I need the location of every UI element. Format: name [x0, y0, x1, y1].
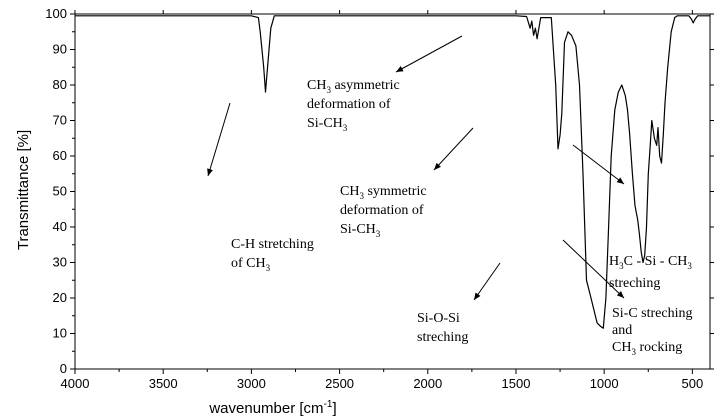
annotation-arrowhead: [474, 292, 481, 300]
y-tick-label: 100: [45, 6, 67, 21]
x-tick-label: 500: [682, 376, 704, 391]
annotation-arrow-line: [395, 35, 463, 73]
x-tick-label: 3000: [237, 376, 266, 391]
annotation-text: Si-C streching: [612, 306, 693, 321]
annotation-text: of CH: [231, 256, 266, 271]
annotation-subscript: 3: [343, 123, 348, 133]
annotation: H3​C - Si - CH3​ streching: [609, 254, 692, 291]
y-tick-label: 10: [53, 326, 67, 341]
annotation-line: deformation of: [307, 97, 391, 112]
annotation-text: streching: [417, 330, 468, 345]
annotation-arrow-line: [572, 144, 625, 185]
annotation-text: CH: [307, 78, 326, 93]
y-tick-label: 40: [53, 219, 67, 234]
annotation-arrow-line: [473, 262, 501, 301]
annotation-line: of CH3​: [231, 256, 271, 273]
x-tick-label: 1000: [590, 376, 619, 391]
annotation-text: symmetric: [364, 184, 427, 199]
x-tick-label: 2000: [413, 376, 442, 391]
annotation: C-H stretching of CH3​: [231, 237, 314, 273]
annotation-text: Si-CH: [340, 222, 376, 237]
y-tick-label: 70: [53, 113, 67, 128]
ticks: 4000 3500 3000 2500 2000 1500 1000 500 0 10 20 30 40…: [45, 6, 714, 391]
annotation-arrows: [207, 35, 625, 301]
annotation-line: Si-CH3​: [340, 222, 381, 239]
annotation-line: streching: [609, 276, 660, 291]
annotation-line: Si-CH3​: [307, 116, 348, 133]
annotation-subscript: 3: [687, 261, 692, 271]
y-tick-label: 80: [53, 77, 67, 92]
x-tick-label: 2500: [325, 376, 354, 391]
annotation-arrow-line: [562, 239, 625, 299]
y-tick-label: 50: [53, 184, 67, 199]
annotation-text: C - Si - CH: [624, 254, 688, 269]
annotation-text: Si-CH: [307, 116, 343, 131]
annotation-arrowhead: [396, 66, 404, 72]
annotation: CH3​ symmetric deformation of Si-CH3​: [340, 184, 427, 239]
annotation-line: Si-C streching: [612, 306, 693, 321]
annotation-arrow-line: [207, 102, 231, 177]
annotation-subscript: 3: [266, 263, 271, 273]
y-tick-label: 60: [53, 148, 67, 163]
annotations: C-H stretching of CH3​ CH3​ asymmetric defo…: [231, 78, 693, 357]
x-axis-title-end: ]: [332, 400, 336, 417]
annotation-line: CH3​ rocking: [612, 340, 682, 357]
annotation-text: H: [609, 254, 619, 269]
x-tick-label: 3500: [149, 376, 178, 391]
annotation-arrowhead: [616, 291, 624, 298]
y-tick-label: 20: [53, 290, 67, 305]
annotation-subscript: 3: [619, 261, 624, 271]
x-axis-title-sup: -1: [324, 399, 333, 410]
annotation-text: CH: [612, 340, 631, 355]
annotation-arrow-line: [433, 127, 474, 171]
y-tick-label: 30: [53, 255, 67, 270]
x-axis-title: wavenumber [cm-1]: [208, 399, 336, 417]
annotation: Si-C streching and CH3​ rocking: [612, 306, 693, 357]
annotation-text: and: [612, 323, 632, 338]
annotation-text: rocking: [636, 340, 682, 355]
series-line: [75, 15, 710, 329]
annotation-text: CH: [340, 184, 359, 199]
annotation-line: and: [612, 323, 632, 338]
annotation-line: CH3​ asymmetric: [307, 78, 400, 95]
annotation-text: Si-O-Si: [417, 311, 460, 326]
annotation-line: H3​C - Si - CH3​: [609, 254, 692, 271]
x-tick-label: 1500: [502, 376, 531, 391]
annotation-line: Si-O-Si: [417, 311, 460, 326]
annotation-subscript: 3: [631, 347, 636, 357]
annotation-arrowhead: [616, 177, 624, 184]
annotation: CH3​ asymmetric deformation of Si-CH3​: [307, 78, 400, 133]
series-layer: [75, 15, 710, 329]
annotation-text: deformation of: [340, 203, 424, 218]
annotation-arrowhead: [434, 162, 441, 170]
annotation: Si-O-Si streching: [417, 311, 468, 345]
annotation-line: CH3​ symmetric: [340, 184, 427, 201]
annotation-subscript: 3: [359, 191, 364, 201]
annotation-text: C-H stretching: [231, 237, 314, 252]
y-tick-label: 90: [53, 42, 67, 57]
y-axis-title: Transmittance [%]: [15, 130, 32, 250]
annotation-subscript: 3: [326, 85, 331, 95]
annotation-line: deformation of: [340, 203, 424, 218]
annotation-line: C-H stretching: [231, 237, 314, 252]
annotation-text: deformation of: [307, 97, 391, 112]
annotation-text: streching: [609, 276, 660, 291]
x-axis-title-main: wavenumber [cm: [208, 400, 323, 417]
annotation-text: asymmetric: [331, 78, 400, 93]
annotation-subscript: 3: [376, 229, 381, 239]
annotation-arrowhead: [207, 168, 213, 176]
annotation-line: streching: [417, 330, 468, 345]
y-tick-label: 0: [60, 361, 67, 376]
x-tick-label: 4000: [61, 376, 90, 391]
